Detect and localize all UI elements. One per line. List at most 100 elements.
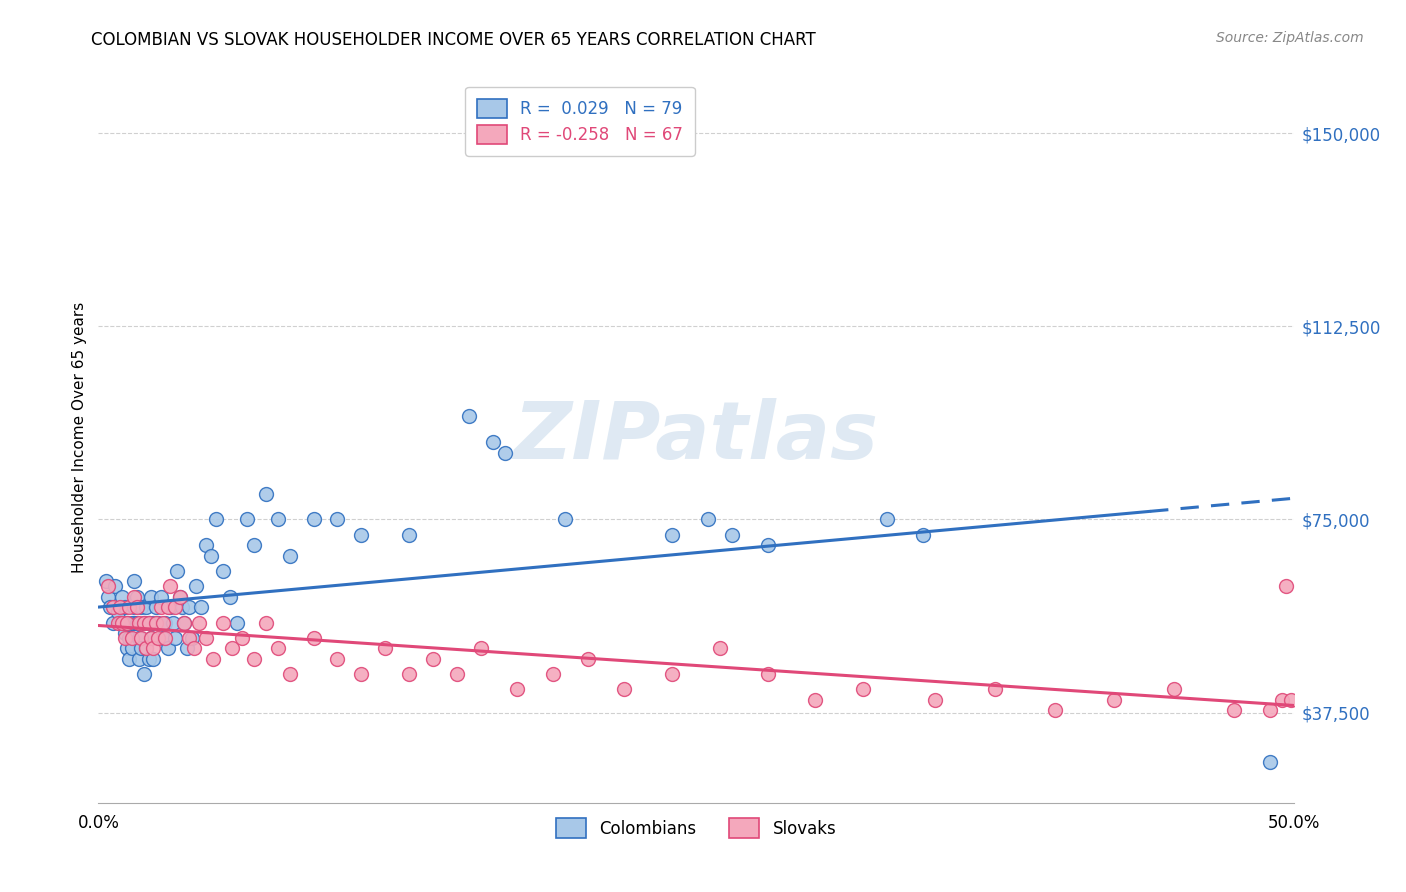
Point <box>101 615 124 630</box>
Point <box>145 600 167 615</box>
Point <box>506 682 529 697</box>
Point <box>852 682 875 697</box>
Point <box>1258 755 1281 769</box>
Point <box>131 631 153 645</box>
Text: COLOMBIAN VS SLOVAK HOUSEHOLDER INCOME OVER 65 YEARS CORRELATION CHART: COLOMBIAN VS SLOVAK HOUSEHOLDER INCOME O… <box>91 31 815 49</box>
Point <box>172 600 194 615</box>
Point <box>132 615 155 630</box>
Point <box>709 641 731 656</box>
Text: Source: ZipAtlas.com: Source: ZipAtlas.com <box>1216 31 1364 45</box>
Point <box>1271 693 1294 707</box>
Point <box>135 641 157 656</box>
Point <box>139 590 162 604</box>
Point <box>138 651 160 665</box>
Point <box>554 512 576 526</box>
Point <box>115 615 138 630</box>
Point <box>149 600 172 615</box>
Point <box>398 528 420 542</box>
Point <box>152 615 174 630</box>
Point <box>183 641 205 656</box>
Point <box>107 615 129 630</box>
Point <box>101 600 124 615</box>
Point <box>169 590 191 604</box>
Point <box>278 667 301 681</box>
Point <box>131 600 153 615</box>
Point <box>128 631 150 645</box>
Point <box>121 631 143 645</box>
Point <box>613 682 636 697</box>
Point <box>124 600 146 615</box>
Point <box>924 693 946 707</box>
Point <box>984 682 1007 697</box>
Point <box>148 631 170 645</box>
Point <box>350 667 373 681</box>
Point <box>94 574 117 589</box>
Legend: Colombians, Slovaks: Colombians, Slovaks <box>544 806 848 849</box>
Point <box>911 528 934 542</box>
Point <box>173 615 195 630</box>
Point <box>156 641 179 656</box>
Point <box>235 512 257 526</box>
Point <box>267 641 290 656</box>
Point <box>302 631 325 645</box>
Point <box>104 579 127 593</box>
Point <box>131 641 153 656</box>
Point <box>107 605 129 619</box>
Point <box>267 512 290 526</box>
Point <box>254 615 277 630</box>
Point <box>118 631 141 645</box>
Point <box>159 579 181 593</box>
Point <box>108 615 131 630</box>
Point <box>876 512 898 526</box>
Point <box>494 445 516 459</box>
Point <box>124 590 146 604</box>
Point <box>804 693 827 707</box>
Point <box>114 600 136 615</box>
Point <box>219 590 242 604</box>
Point <box>124 615 146 630</box>
Point <box>179 631 201 645</box>
Point <box>173 615 195 630</box>
Point <box>1043 703 1066 717</box>
Point <box>114 625 136 640</box>
Point <box>697 512 720 526</box>
Point <box>142 651 165 665</box>
Point <box>132 615 155 630</box>
Point <box>132 667 155 681</box>
Point <box>190 600 212 615</box>
Point <box>159 600 181 615</box>
Point <box>166 564 188 578</box>
Point <box>138 615 160 630</box>
Point <box>135 641 157 656</box>
Point <box>149 590 172 604</box>
Point <box>350 528 373 542</box>
Point <box>162 615 184 630</box>
Point <box>1275 579 1298 593</box>
Point <box>156 600 179 615</box>
Point <box>1258 703 1281 717</box>
Point <box>142 615 165 630</box>
Point <box>115 641 138 656</box>
Point <box>211 615 233 630</box>
Point <box>1163 682 1185 697</box>
Point <box>195 631 218 645</box>
Point <box>115 615 138 630</box>
Point <box>661 667 683 681</box>
Point <box>756 667 779 681</box>
Point <box>121 641 143 656</box>
Point <box>374 641 396 656</box>
Point <box>125 600 148 615</box>
Point <box>139 631 162 645</box>
Point <box>202 651 225 665</box>
Point <box>97 579 120 593</box>
Point <box>152 631 174 645</box>
Point <box>195 538 218 552</box>
Y-axis label: Householder Income Over 65 years: Householder Income Over 65 years <box>72 301 87 573</box>
Point <box>422 651 444 665</box>
Point <box>211 564 233 578</box>
Point <box>155 615 177 630</box>
Point <box>180 631 202 645</box>
Point <box>1104 693 1126 707</box>
Point <box>111 590 134 604</box>
Point <box>139 631 162 645</box>
